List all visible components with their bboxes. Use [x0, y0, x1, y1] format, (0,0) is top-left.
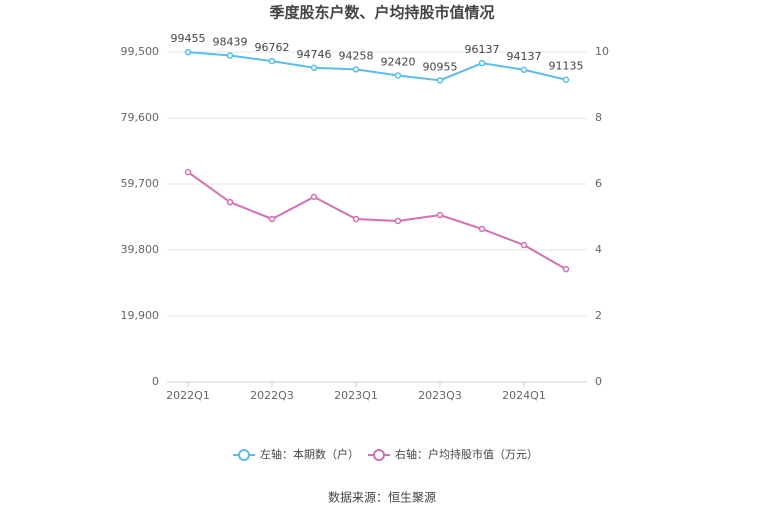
point: [436, 211, 444, 219]
legend-label: 右轴：户均持股市值（万元）: [395, 447, 538, 461]
legend-marker: [238, 449, 250, 461]
x-tick-label: 2023Q3: [418, 389, 462, 402]
x-tick-label: 2022Q3: [250, 389, 294, 402]
point: [184, 168, 192, 176]
series-line: [187, 51, 567, 82]
series-line: [187, 171, 567, 271]
data-label: 94746: [297, 48, 332, 61]
point: [226, 198, 234, 206]
point: [520, 66, 528, 74]
point: [226, 52, 234, 59]
y-tick-label: 19,900: [121, 309, 160, 322]
point: [352, 215, 360, 223]
x-tick-label: 2024Q1: [502, 389, 546, 402]
point: [520, 241, 528, 249]
point: [268, 215, 276, 223]
data-label: 90955: [423, 60, 458, 73]
point: [478, 59, 486, 67]
legend-marker: [373, 449, 385, 461]
y-tick-label: 59,700: [121, 177, 160, 190]
data-label: 94137: [507, 50, 542, 63]
x-tick-label: 2023Q1: [334, 389, 378, 402]
data-label: 99455: [171, 32, 206, 45]
point: [562, 76, 570, 83]
y-tick-label: 39,800: [121, 243, 160, 256]
point: [436, 77, 444, 84]
point: [478, 225, 486, 233]
source: 数据来源：恒生聚源: [328, 490, 436, 505]
data-label: 98439: [213, 36, 248, 49]
y-tick-label: 0: [152, 375, 159, 388]
data-label: 94258: [339, 49, 374, 62]
x-tick-label: 2022Q1: [166, 389, 210, 402]
data-label: 92420: [381, 55, 416, 68]
y2-tick-label: 6: [595, 177, 602, 190]
point: [268, 57, 276, 65]
y-tick-label: 79,600: [121, 111, 160, 124]
data-label: 91135: [549, 60, 584, 73]
data-label: 96137: [465, 43, 500, 56]
y2-tick-label: 0: [595, 375, 602, 388]
point: [394, 72, 402, 79]
data-label: 96762: [255, 41, 290, 54]
legend-label: 左轴：本期数（户）: [260, 447, 359, 461]
point: [394, 217, 402, 225]
point: [562, 265, 570, 273]
y-tick-label: 99,500: [121, 45, 160, 58]
y2-tick-label: 8: [595, 111, 602, 124]
point: [310, 64, 318, 72]
chart-title: 季度股东户数、户均持股市值情况: [269, 4, 494, 22]
point: [352, 66, 360, 73]
point: [184, 48, 192, 56]
y2-tick-label: 4: [595, 243, 602, 256]
y2-tick-label: 10: [595, 45, 609, 58]
y2-tick-label: 2: [595, 309, 602, 322]
point: [310, 193, 318, 201]
